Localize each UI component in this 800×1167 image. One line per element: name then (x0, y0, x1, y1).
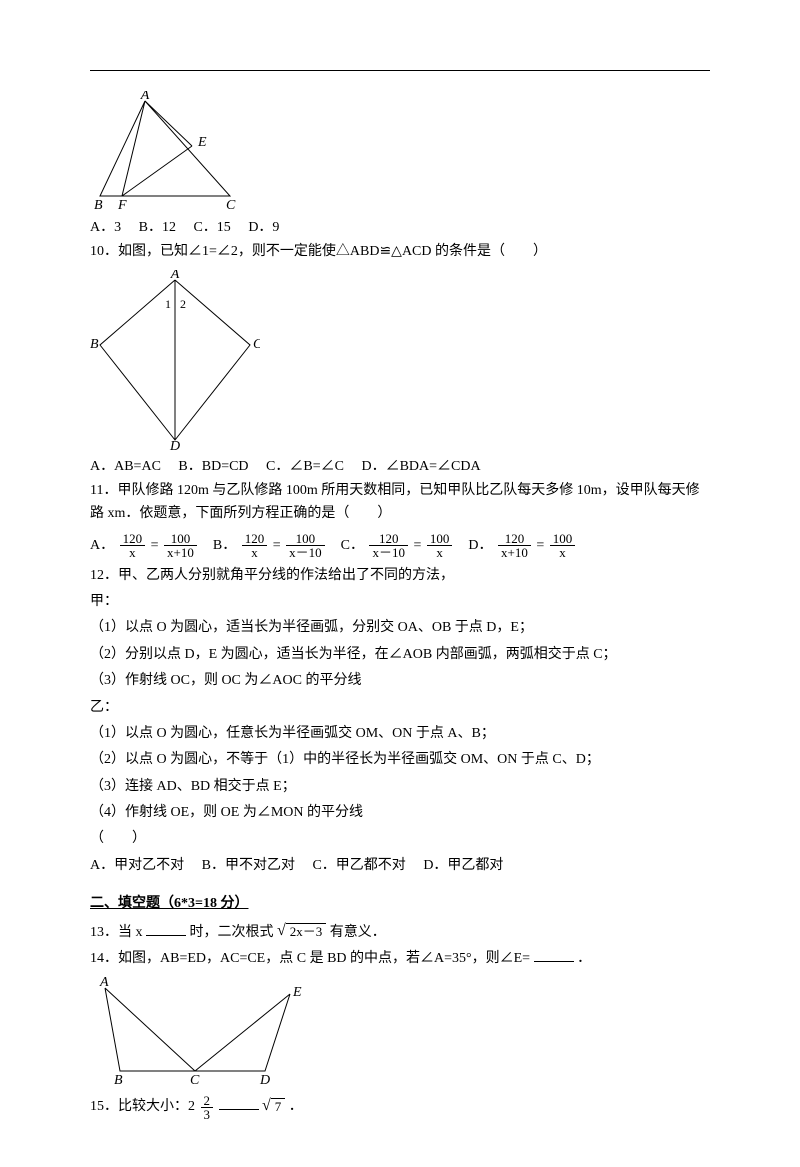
eq: = (151, 538, 159, 553)
q11-text: 11．甲队修路 120m 与乙队修路 100m 所用天数相同，已知甲队比乙队每天… (90, 480, 710, 525)
q15-period: ． (289, 1099, 303, 1114)
q12-j3: （3）作射线 OC，则 OC 为∠AOC 的平分线 (90, 670, 710, 692)
q12-y4: （4）作射线 OE，则 OE 为∠MON 的平分线 (90, 802, 710, 824)
q10-figure: A B C D 1 2 (90, 270, 710, 450)
q11-b-label: B． (213, 538, 236, 553)
q10-label-1: 1 (165, 297, 171, 311)
q11-a-f2: 100x+10 (164, 532, 197, 559)
q12-y2: （2）以点 O 为圆心，不等于（1）中的半径长为半径画弧交 OM、ON 于点 C… (90, 749, 710, 771)
q12-opt-c: C．甲乙都不对 (312, 855, 405, 877)
q12-yi: 乙： (90, 697, 710, 719)
q10-options: A．AB=AC B．BD=CD C．∠B=∠C D．∠BDA=∠CDA (90, 456, 710, 478)
q11-a-label: A． (90, 538, 114, 553)
q12-opt-b: B．甲不对乙对 (202, 855, 295, 877)
q14-label-A: A (99, 976, 109, 990)
q10-opt-c: C．∠B=∠C (266, 456, 344, 478)
top-rule (90, 70, 710, 71)
q10-text: 10．如图，已知∠1=∠2，则不一定能使△ABD≌△ACD 的条件是（ ） (90, 241, 710, 263)
q9-figure: A E B F C (90, 91, 710, 211)
q11-d-label: D． (468, 538, 492, 553)
q15-radicand: 7 (271, 1098, 286, 1116)
q11-c-label: C． (341, 538, 364, 553)
q9-opt-c: C．15 (193, 217, 230, 239)
q12-j1: （1）以点 O 为圆心，适当长为半径画弧，分别交 OA、OB 于点 D，E； (90, 617, 710, 639)
q11-d-f1: 120x+10 (498, 532, 531, 559)
q14: 14．如图，AB=ED，AC=CE，点 C 是 BD 的中点，若∠A=35°，则… (90, 948, 710, 970)
q15: 15．比较大小：2 23 √ 7 ． (90, 1092, 710, 1123)
q10-opt-d: D．∠BDA=∠CDA (361, 456, 480, 478)
q11-b-f1: 120x (242, 532, 268, 559)
eq: = (536, 538, 544, 553)
q13-sqrt: √ 2x－3 (277, 923, 326, 941)
q10-opt-b: B．BD=CD (178, 456, 248, 478)
q14-label-B: B (114, 1073, 123, 1086)
q12-y3: （3）连接 AD、BD 相交于点 E； (90, 776, 710, 798)
q12-jia: 甲： (90, 591, 710, 613)
q10-label-C: C (253, 337, 260, 352)
q12-y1: （1）以点 O 为圆心，任意长为半径画弧交 OM、ON 于点 A、B； (90, 723, 710, 745)
q9-label-A: A (140, 91, 150, 103)
q14-blank (534, 948, 574, 962)
section2-heading: 二、填空题（6*3=18 分） (90, 893, 710, 915)
q10-label-B: B (90, 337, 99, 352)
q13-p3: 有意义． (330, 925, 386, 940)
q10-label-D: D (169, 439, 180, 450)
eq: = (414, 538, 422, 553)
radical-icon: √ (262, 1098, 271, 1114)
q9-label-F: F (117, 198, 127, 211)
q11-options: A． 120x = 100x+10 B． 120x = 100x－10 C． 1… (90, 529, 710, 563)
radical-icon: √ (277, 923, 286, 939)
q15-frac: 23 (201, 1094, 214, 1121)
q9-options: A．3 B．12 C．15 D．9 (90, 217, 710, 239)
q14-figure: A E B C D (90, 976, 710, 1086)
q9-label-B: B (94, 198, 103, 211)
q10-label-2: 2 (180, 297, 186, 311)
q9-opt-a: A．3 (90, 217, 121, 239)
q14-label-C: C (190, 1073, 200, 1086)
q12-opt-a: A．甲对乙不对 (90, 855, 184, 877)
q12-paren: （ ） (90, 828, 710, 850)
q10-label-A: A (170, 270, 180, 282)
q11-c-f1: 120x－10 (369, 532, 408, 559)
q13-p2: 时，二次根式 (190, 925, 274, 940)
q11-a-f1: 120x (120, 532, 146, 559)
q10-opt-a: A．AB=AC (90, 456, 161, 478)
q14-period: ． (577, 951, 591, 966)
q11-c-f2: 100x (427, 532, 453, 559)
q12-j2: （2）分别以点 D，E 为圆心，适当长为半径，在∠AOB 内部画弧，两弧相交于点… (90, 644, 710, 666)
q15-sqrt: √ 7 (262, 1098, 285, 1116)
eq: = (273, 538, 281, 553)
q12-opt-d: D．甲乙都对 (423, 855, 503, 877)
q9-label-E: E (197, 135, 207, 150)
q15-blank (219, 1096, 259, 1110)
q13: 13．当 x 时，二次根式 √ 2x－3 有意义． (90, 922, 710, 944)
q9-label-C: C (226, 198, 236, 211)
q13-blank (146, 922, 186, 936)
q13-radicand: 2x－3 (286, 923, 327, 941)
q14-label-D: D (259, 1073, 270, 1086)
q11-d-f2: 100x (550, 532, 576, 559)
q15-p1: 15．比较大小：2 (90, 1099, 195, 1114)
q11-b-f2: 100x－10 (286, 532, 325, 559)
q14-label-E: E (292, 985, 302, 1000)
q14-text: 14．如图，AB=ED，AC=CE，点 C 是 BD 的中点，若∠A=35°，则… (90, 951, 530, 966)
q13-p1: 13．当 x (90, 925, 143, 940)
q9-opt-b: B．12 (139, 217, 176, 239)
q12-options: A．甲对乙不对 B．甲不对乙对 C．甲乙都不对 D．甲乙都对 (90, 855, 710, 877)
q12-text: 12．甲、乙两人分别就角平分线的作法给出了不同的方法， (90, 565, 710, 587)
q9-opt-d: D．9 (248, 217, 279, 239)
